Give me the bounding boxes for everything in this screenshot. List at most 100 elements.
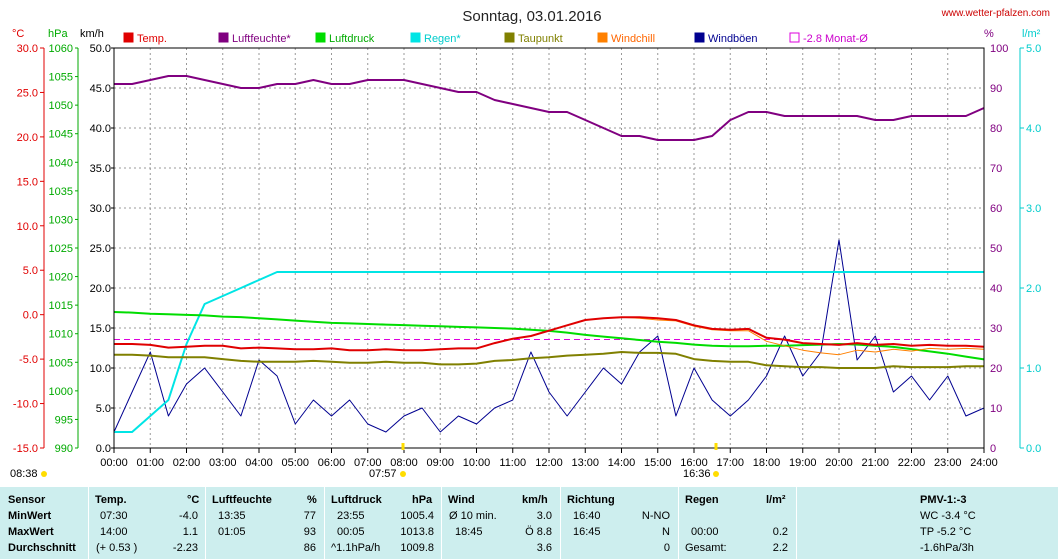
direction-max-time: 16:45 bbox=[573, 526, 601, 538]
pressure-axis-tick-5: 1035 bbox=[49, 186, 73, 198]
direction-max-value: N bbox=[662, 526, 670, 538]
humidity-axis-tick-1: 90 bbox=[990, 83, 1002, 95]
rain-max-time: 00:00 bbox=[691, 526, 719, 538]
humidity-axis-tick-9: 10 bbox=[990, 403, 1002, 415]
x-tick-19: 19:00 bbox=[789, 457, 817, 469]
x-tick-18: 18:00 bbox=[753, 457, 781, 469]
series-line-2 bbox=[114, 75, 985, 141]
pmv-dewpoint: TP -5.2 °C bbox=[920, 526, 972, 538]
temp-avg-value: -2.23 bbox=[172, 542, 198, 554]
chart-series bbox=[113, 75, 985, 433]
temp-axis-tick-9: -15.0 bbox=[13, 443, 38, 455]
legend-label-1: Luftfeuchte* bbox=[232, 33, 291, 45]
sunset-chart-time: 16:36 bbox=[683, 468, 711, 480]
rain-axis-tick-4: 1.0 bbox=[1026, 363, 1041, 375]
rain-axis-tick-3: 2.0 bbox=[1026, 283, 1041, 295]
y-axes: 30.0 25.0 20.0 15.0 10.0 5.0 0.0 -5.0 -10.0 -15.0… bbox=[13, 43, 1041, 455]
direction-min-time: 16:40 bbox=[573, 510, 601, 522]
speed-axis-tick-9: 5.0 bbox=[96, 403, 111, 415]
humidity-header: Luftfeuchte bbox=[212, 494, 272, 506]
chart-title: Sonntag, 03.01.2016 bbox=[462, 8, 601, 25]
x-tick-0: 00:00 bbox=[100, 457, 128, 469]
pressure-min-time: 23:55 bbox=[337, 510, 365, 522]
x-tick-5: 05:00 bbox=[281, 457, 309, 469]
series-line-4 bbox=[114, 351, 984, 369]
x-tick-3: 03:00 bbox=[209, 457, 237, 469]
speed-axis-tick-10: 0.0 bbox=[96, 443, 111, 455]
temp-axis-tick-0: 30.0 bbox=[17, 43, 38, 55]
sunset-marker: 16:36 bbox=[683, 443, 719, 480]
pressure-avg-value: 1009.8 bbox=[400, 542, 434, 554]
x-tick-2: 02:00 bbox=[173, 457, 201, 469]
humidity-unit: % bbox=[307, 494, 317, 506]
pressure-axis-tick-12: 1000 bbox=[49, 386, 73, 398]
site-url[interactable]: www.wetter-pfalzen.com bbox=[941, 8, 1050, 19]
x-tick-10: 10:00 bbox=[463, 457, 491, 469]
x-tick-23: 23:00 bbox=[934, 457, 962, 469]
sensor-header: Sensor bbox=[8, 494, 46, 506]
speed-axis-tick-1: 45.0 bbox=[90, 83, 111, 95]
rain-axis-tick-0: 5.0 bbox=[1026, 43, 1041, 55]
rain-axis-unit: l/m² bbox=[1022, 28, 1041, 40]
x-tick-24: 24:00 bbox=[970, 457, 998, 469]
temp-avg-note: (+ 0.53 ) bbox=[96, 542, 138, 554]
rain-header: Regen bbox=[685, 494, 719, 506]
x-tick-21: 21:00 bbox=[861, 457, 889, 469]
wind-unit: km/h bbox=[522, 494, 548, 506]
direction-min-value: N-NO bbox=[641, 510, 670, 522]
pressure-max-value: 1013.8 bbox=[400, 526, 434, 538]
wind-max-value: Ö 8.8 bbox=[525, 526, 552, 538]
sunrise-chart-time: 07:57 bbox=[369, 468, 397, 480]
speed-axis-tick-7: 15.0 bbox=[90, 323, 111, 335]
x-tick-12: 12:00 bbox=[535, 457, 563, 469]
sunrise-chart-dot bbox=[400, 471, 406, 477]
humidity-min-time: 13:35 bbox=[218, 510, 246, 522]
rain-max-value: 0.2 bbox=[772, 526, 788, 538]
wind-min-note: Ø 10 min. bbox=[449, 510, 497, 522]
temp-max-value: 1.1 bbox=[182, 526, 198, 538]
humidity-max-value: 93 bbox=[303, 526, 316, 538]
temp-header: Temp. bbox=[95, 494, 127, 506]
humidity-axis-tick-3: 70 bbox=[990, 163, 1002, 175]
pressure-axis-tick-4: 1040 bbox=[49, 157, 73, 169]
wind-max-time: 18:45 bbox=[455, 526, 483, 538]
x-tick-8: 08:00 bbox=[390, 457, 418, 469]
speed-axis-tick-4: 30.0 bbox=[90, 203, 111, 215]
pressure-axis-tick-13: 995 bbox=[55, 414, 73, 426]
humidity-avg-value: 86 bbox=[303, 542, 316, 554]
x-tick-13: 13:00 bbox=[571, 457, 599, 469]
speed-axis-tick-5: 25.0 bbox=[90, 243, 111, 255]
wind-min-value: 3.0 bbox=[536, 510, 552, 522]
temp-axis-tick-8: -10.0 bbox=[13, 399, 38, 411]
pressure-axis-unit: hPa bbox=[48, 28, 68, 40]
humidity-axis-unit: % bbox=[984, 28, 994, 40]
humidity-max-time: 01:05 bbox=[218, 526, 246, 538]
temp-axis-tick-3: 15.0 bbox=[17, 176, 38, 188]
direction-header: Richtung bbox=[567, 494, 615, 506]
humidity-axis-tick-7: 30 bbox=[990, 323, 1002, 335]
direction-avg-value: 0 bbox=[663, 542, 670, 554]
min-label: MinWert bbox=[8, 510, 52, 522]
series-line-0 bbox=[113, 239, 985, 433]
chart-legend: Temp. Luftfeuchte* Luftdruck Regen* Taupunkt… bbox=[123, 32, 868, 45]
legend-label-2: Luftdruck bbox=[329, 33, 375, 45]
pressure-axis-tick-2: 1050 bbox=[49, 100, 73, 112]
humidity-axis-tick-10: 0 bbox=[990, 443, 996, 455]
legend-label-0: Temp. bbox=[137, 33, 167, 45]
x-tick-4: 04:00 bbox=[245, 457, 273, 469]
avg-label: Durchschnitt bbox=[8, 542, 76, 554]
pressure-trend: ^1.1hPa/h bbox=[331, 542, 381, 554]
legend-label-3: Regen* bbox=[424, 33, 461, 45]
pressure-unit: hPa bbox=[412, 494, 433, 506]
legend-swatch-1 bbox=[218, 32, 229, 43]
speed-axis-unit: km/h bbox=[80, 28, 104, 40]
humidity-axis-tick-6: 40 bbox=[990, 283, 1002, 295]
x-tick-16: 16:00 bbox=[680, 457, 708, 469]
legend-swatch-4 bbox=[504, 32, 515, 43]
sunrise-marker: 08:38 07:57 bbox=[10, 443, 406, 480]
pressure-min-value: 1005.4 bbox=[400, 510, 434, 522]
legend-label-6: Windböen bbox=[708, 33, 758, 45]
temp-unit: °C bbox=[187, 494, 200, 506]
rain-axis-tick-5: 0.0 bbox=[1026, 443, 1041, 455]
max-label: MaxWert bbox=[8, 526, 54, 538]
